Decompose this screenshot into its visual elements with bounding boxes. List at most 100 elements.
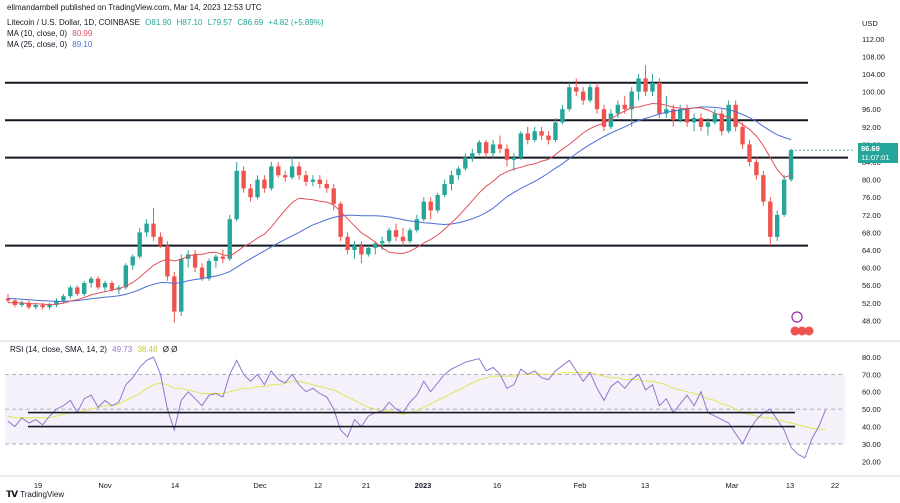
candle-body	[560, 109, 565, 123]
candle-body	[636, 78, 641, 92]
candle-body	[213, 256, 219, 261]
ohlc-close: C86.69	[237, 18, 264, 27]
candle-body	[698, 118, 704, 127]
price-tick-label: 100.00	[862, 88, 885, 97]
publisher-line: elimandambell published on TradingView.c…	[7, 3, 262, 13]
footer-brand: TradingView	[20, 490, 65, 499]
rsi-tick-label: 30.00	[862, 440, 881, 449]
candle-body	[352, 245, 357, 250]
candle-body	[282, 175, 288, 178]
candle-body	[206, 261, 212, 279]
price-tick-label: 104.00	[862, 70, 885, 79]
candle-body	[366, 247, 371, 255]
candle-body	[518, 133, 524, 158]
candle-body	[580, 91, 586, 101]
rsi-label: RSI (14, close, SMA, 14, 2)	[10, 345, 107, 354]
candle-body	[33, 305, 38, 308]
candle-body	[553, 122, 558, 140]
candle-body	[345, 236, 350, 250]
candle-body	[490, 144, 496, 154]
rsi-value: 49.73	[112, 345, 133, 354]
candle-body	[88, 278, 94, 283]
candle-body	[546, 135, 551, 140]
candle-body	[248, 188, 253, 198]
candle-body	[227, 219, 232, 259]
candle-body	[719, 113, 724, 132]
rsi-sma-line	[7, 372, 826, 430]
price-tick-label: 108.00	[862, 52, 885, 61]
rsi-tick-label: 70.00	[862, 370, 881, 379]
tradingview-footer[interactable]: 𝗧𝗩 TradingView	[6, 489, 64, 500]
price-tick-label: 60.00	[862, 264, 881, 273]
ma25-label: MA (25, close, 0)	[7, 40, 68, 49]
candle-body	[386, 230, 392, 242]
rsi-line	[7, 356, 827, 459]
candle-body	[40, 305, 45, 308]
ma25-line	[7, 106, 792, 302]
candle-body	[601, 109, 607, 127]
candle-body	[671, 109, 676, 121]
candle-body	[677, 109, 683, 121]
ma10-legend[interactable]: MA (10, close, 0) 80.99	[7, 29, 92, 39]
bar-countdown: 11:07:01	[861, 153, 890, 162]
candle-body	[574, 87, 579, 92]
candle-body	[199, 267, 205, 279]
event-flash-icon	[791, 311, 803, 323]
ma25-legend[interactable]: MA (25, close, 0) 89.10	[7, 40, 92, 50]
candle-body	[54, 300, 59, 305]
candle-body	[684, 109, 690, 123]
candle-body	[754, 162, 759, 176]
time-tick-label: 14	[171, 481, 179, 490]
time-tick-label: Mar	[726, 481, 739, 490]
price-tick-label: 68.00	[862, 228, 881, 237]
candle-body	[317, 179, 323, 184]
candle-body	[587, 87, 593, 101]
time-tick-label: Nov	[98, 481, 112, 490]
price-tick-label: 56.00	[862, 281, 881, 290]
candle-body	[130, 256, 135, 266]
currency-label: USD	[862, 19, 878, 28]
price-tick-label: 80.00	[862, 176, 881, 185]
rsi-legend[interactable]: RSI (14, close, SMA, 14, 2) 49.73 38.48 …	[10, 345, 177, 354]
time-tick-label: 22	[831, 481, 839, 490]
candle-body	[102, 283, 108, 288]
candle-body	[109, 283, 115, 290]
symbol-name[interactable]: Litecoin / U.S. Dollar, 1D, COINBASE	[7, 18, 140, 27]
candle-body	[137, 232, 142, 257]
candle-body	[331, 188, 336, 204]
ohlc-open: O81.90	[145, 18, 172, 27]
candle-body	[75, 287, 80, 294]
candle-body	[26, 302, 31, 308]
candle-body	[435, 195, 440, 211]
candle-body	[192, 254, 198, 268]
candle-body	[269, 166, 274, 189]
candle-body	[733, 104, 738, 127]
candle-body	[650, 82, 655, 92]
time-tick-label: 13	[641, 481, 649, 490]
candle-body	[421, 201, 426, 220]
candle-body	[380, 241, 385, 244]
candle-body	[705, 122, 711, 127]
price-tick-label: 52.00	[862, 299, 881, 308]
candle-body	[747, 144, 752, 162]
event-flag-icon	[804, 326, 814, 336]
candle-body	[338, 203, 343, 237]
candle-body	[179, 258, 184, 312]
price-tick-label: 64.00	[862, 246, 881, 255]
candle-body	[324, 184, 329, 189]
time-tick-label: 12	[314, 481, 322, 490]
candle-body	[511, 157, 517, 160]
candle-body	[532, 131, 537, 140]
time-tick-label: 13	[786, 481, 794, 490]
candle-body	[664, 109, 669, 114]
candle-body	[82, 283, 87, 294]
candle-body	[123, 265, 129, 288]
candle-body	[158, 236, 163, 246]
ma10-line	[8, 102, 792, 306]
candle-body	[761, 175, 766, 202]
candle-body	[144, 223, 149, 233]
candle-body	[477, 142, 482, 154]
ma10-label: MA (10, close, 0)	[7, 29, 68, 38]
candle-body	[657, 82, 662, 114]
